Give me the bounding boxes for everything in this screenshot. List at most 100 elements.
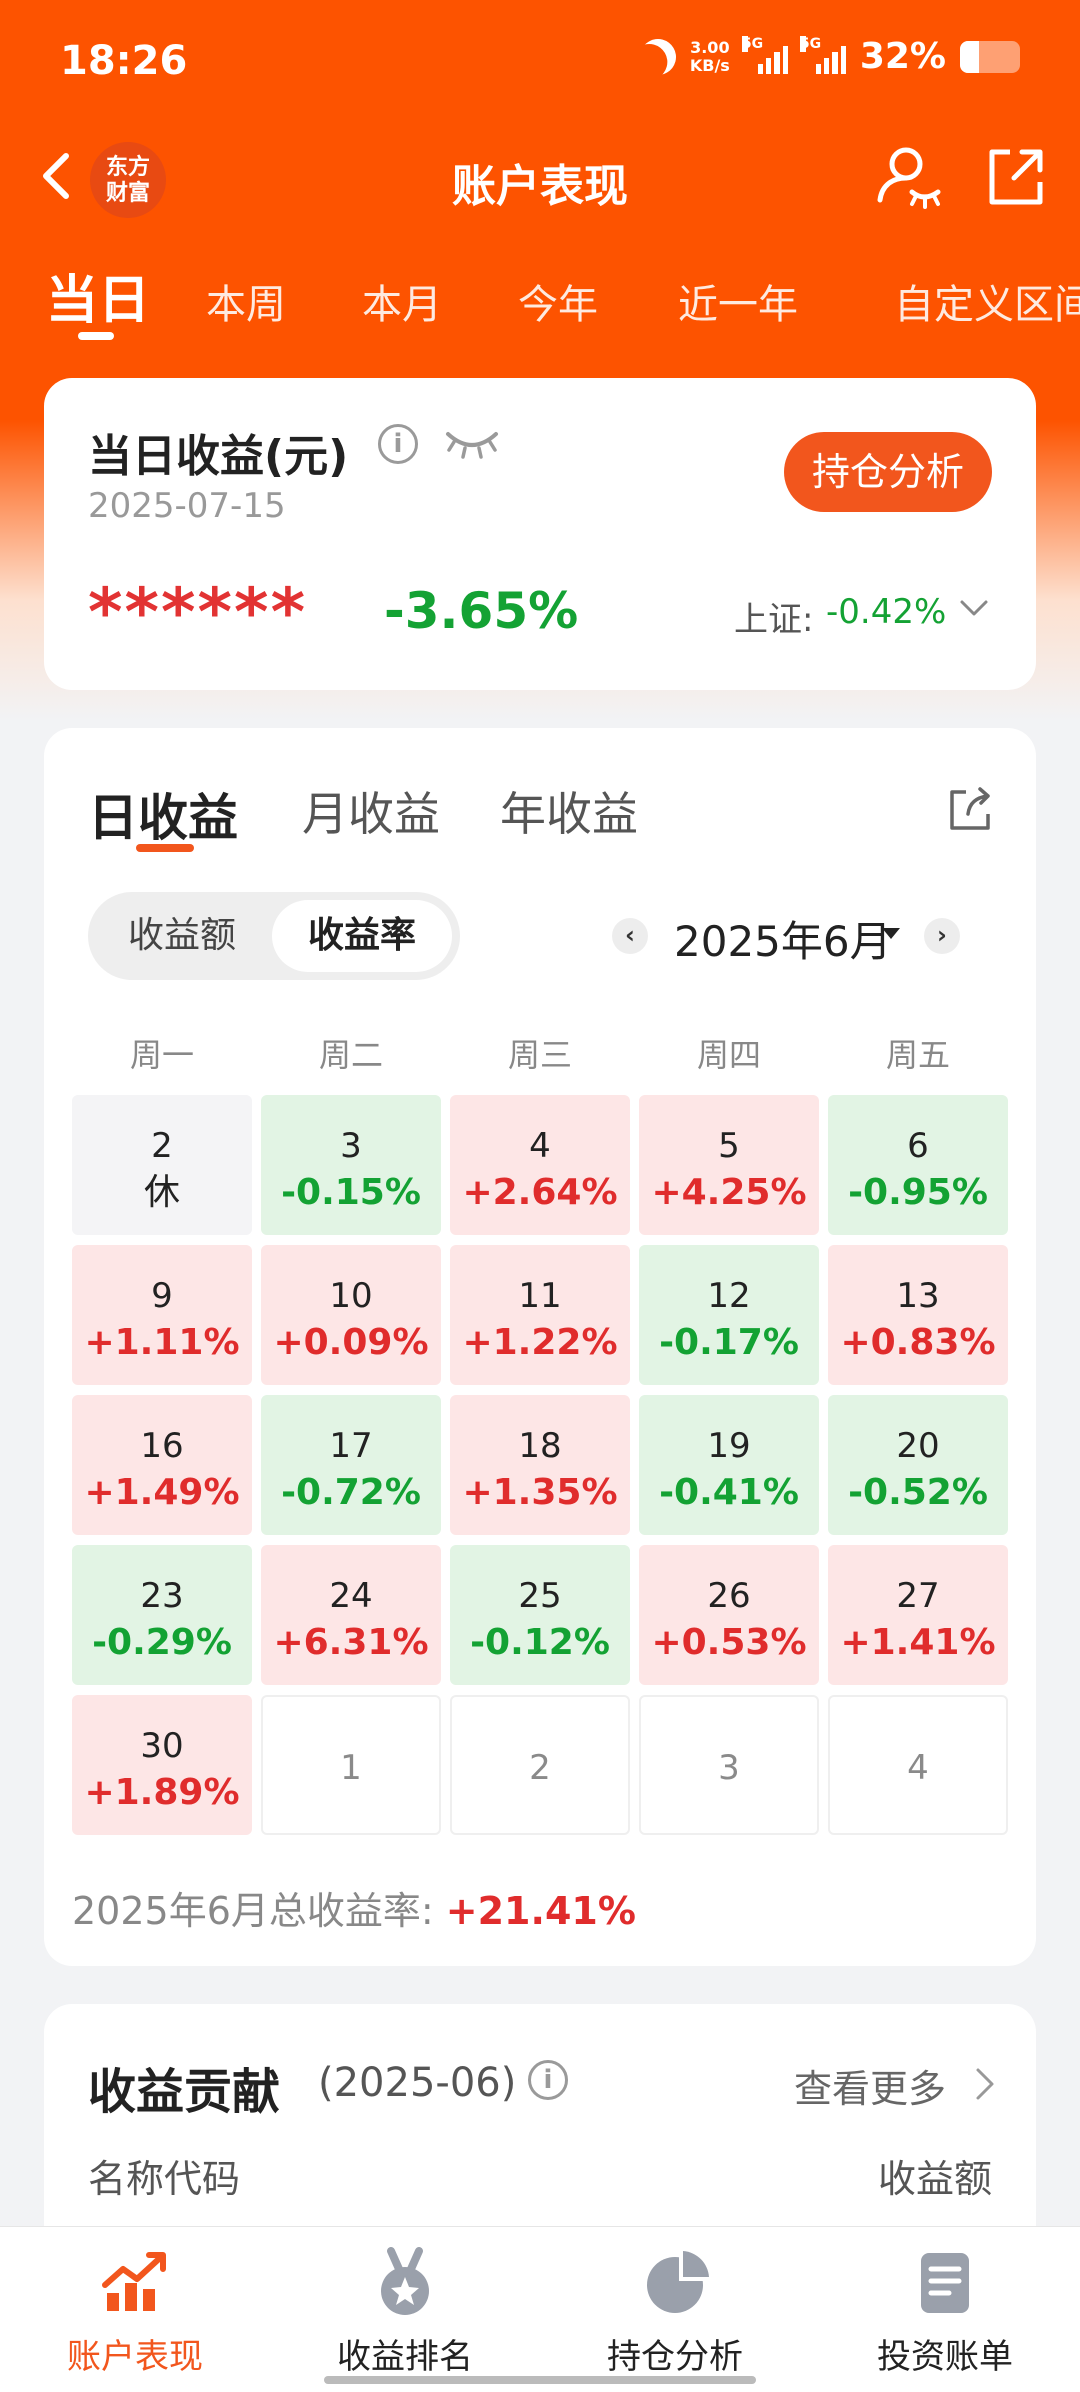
position-analysis-button[interactable]: 持仓分析 bbox=[784, 432, 992, 512]
page-title: 账户表现 bbox=[452, 161, 628, 212]
see-more-link[interactable]: 查看更多 bbox=[794, 2067, 947, 2111]
tab-last-year[interactable]: 近一年 bbox=[678, 282, 798, 328]
toggle-amount[interactable]: 收益额 bbox=[127, 915, 236, 956]
calendar-day-next-month[interactable]: 4 bbox=[828, 1695, 1008, 1835]
index-value[interactable]: -0.42% bbox=[826, 592, 947, 632]
day-number: 19 bbox=[707, 1426, 751, 1466]
tab-yearly-returns[interactable]: 年收益 bbox=[500, 787, 638, 841]
weekday-mon: 周一 bbox=[129, 1036, 194, 1074]
day-return: +1.22% bbox=[462, 1322, 618, 1363]
calendar-day[interactable]: 24 +6.31% bbox=[261, 1545, 441, 1685]
day-number: 16 bbox=[140, 1426, 184, 1466]
calendar-day[interactable]: 17 -0.72% bbox=[261, 1395, 441, 1535]
chevron-down-icon[interactable] bbox=[956, 590, 992, 626]
chevron-right-icon[interactable] bbox=[972, 2066, 998, 2102]
day-return: -0.15% bbox=[281, 1172, 421, 1213]
calendar-day[interactable]: 9 +1.11% bbox=[72, 1245, 252, 1385]
day-return: +0.83% bbox=[840, 1322, 996, 1363]
calendar-day[interactable]: 16 +1.49% bbox=[72, 1395, 252, 1535]
day-return: -0.17% bbox=[659, 1322, 799, 1363]
caret-down-icon[interactable] bbox=[882, 928, 900, 939]
chevron-right-icon[interactable]: › bbox=[924, 918, 960, 954]
share-out-icon[interactable] bbox=[980, 142, 1050, 212]
pie-chart-icon bbox=[647, 2251, 709, 2313]
weekday-wed: 周三 bbox=[507, 1036, 572, 1074]
day-return: +1.49% bbox=[84, 1472, 240, 1513]
nav-returns-ranking[interactable]: 收益排名 bbox=[270, 2247, 540, 2378]
month-total-label: 2025年6月总收益率: bbox=[72, 1889, 434, 1933]
column-amount: 收益额 bbox=[877, 2157, 992, 2201]
day-number: 11 bbox=[518, 1276, 562, 1316]
info-icon[interactable]: i bbox=[378, 424, 418, 464]
calendar-day[interactable]: 5 +4.25% bbox=[639, 1095, 819, 1235]
month-selector[interactable]: 2025年6月 bbox=[674, 917, 892, 966]
calendar-day[interactable]: 3 -0.15% bbox=[261, 1095, 441, 1235]
day-number: 9 bbox=[151, 1276, 173, 1316]
nav-account-performance[interactable]: 账户表现 bbox=[0, 2247, 270, 2378]
day-number: 10 bbox=[329, 1276, 373, 1316]
day-number: 6 bbox=[907, 1126, 929, 1166]
tab-custom-range[interactable]: 自定义区间 bbox=[894, 282, 1080, 328]
day-number: 23 bbox=[140, 1576, 184, 1616]
day-number: 3 bbox=[340, 1126, 362, 1166]
calendar-day-next-month[interactable]: 2 bbox=[450, 1695, 630, 1835]
calendar-day[interactable]: 20 -0.52% bbox=[828, 1395, 1008, 1535]
index-label[interactable]: 上证: bbox=[734, 600, 814, 640]
day-number: 24 bbox=[329, 1576, 373, 1616]
chevron-left-icon[interactable]: ‹ bbox=[612, 918, 648, 954]
weekday-tue: 周二 bbox=[318, 1036, 383, 1074]
calendar-day[interactable]: 18 +1.35% bbox=[450, 1395, 630, 1535]
day-return: +0.53% bbox=[651, 1622, 807, 1663]
hidden-amount: ****** bbox=[88, 574, 308, 651]
calendar-day[interactable]: 13 +0.83% bbox=[828, 1245, 1008, 1385]
profile-eye-icon[interactable] bbox=[872, 140, 944, 212]
calendar-day[interactable]: 6 -0.95% bbox=[828, 1095, 1008, 1235]
returns-calendar-card: 日收益 月收益 年收益 收益额 收益率 ‹ 2025年6月 › 周一 周二 周三… bbox=[44, 728, 1036, 1966]
calendar-day[interactable]: 12 -0.17% bbox=[639, 1245, 819, 1385]
calendar-day[interactable]: 4 +2.64% bbox=[450, 1095, 630, 1235]
calendar-day[interactable]: 25 -0.12% bbox=[450, 1545, 630, 1685]
back-arrow-icon[interactable] bbox=[30, 146, 90, 206]
nav-position-analysis[interactable]: 持仓分析 bbox=[540, 2247, 810, 2378]
tab-this-year[interactable]: 今年 bbox=[518, 282, 598, 328]
day-return: -0.72% bbox=[281, 1472, 421, 1513]
net-speed: 3.00 KB/s bbox=[689, 37, 730, 75]
share-icon[interactable] bbox=[944, 784, 996, 836]
calendar-day[interactable]: 27 +1.41% bbox=[828, 1545, 1008, 1685]
status-bar: 18:26 3.00 KB/s 5G 5G 32% bbox=[0, 0, 1080, 120]
tab-monthly-returns[interactable]: 月收益 bbox=[302, 787, 440, 841]
home-indicator[interactable] bbox=[324, 2376, 756, 2384]
month-total-value: +21.41% bbox=[445, 1889, 636, 1933]
summary-date: 2025-07-15 bbox=[88, 486, 286, 526]
eye-closed-icon[interactable] bbox=[444, 426, 500, 462]
calendar-day-next-month[interactable]: 3 bbox=[639, 1695, 819, 1835]
day-return: -0.41% bbox=[659, 1472, 799, 1513]
calendar-day-next-month[interactable]: 1 bbox=[261, 1695, 441, 1835]
tab-today[interactable]: 当日 bbox=[46, 271, 151, 331]
contribution-period: (2025-06) bbox=[318, 2060, 517, 2106]
tab-this-week[interactable]: 本周 bbox=[206, 282, 286, 328]
day-number: 2 bbox=[529, 1748, 551, 1788]
day-status: 休 bbox=[143, 1172, 180, 1213]
calendar-day[interactable]: 19 -0.41% bbox=[639, 1395, 819, 1535]
calendar-day[interactable]: 26 +0.53% bbox=[639, 1545, 819, 1685]
app-logo: 东方 财富 bbox=[90, 142, 166, 218]
value-toggle: 收益额 收益率 bbox=[88, 892, 460, 980]
tab-this-month[interactable]: 本月 bbox=[362, 282, 442, 328]
calendar-day[interactable]: 30 +1.89% bbox=[72, 1695, 252, 1835]
toggle-rate[interactable]: 收益率 bbox=[272, 900, 452, 972]
calendar-day[interactable]: 10 +0.09% bbox=[261, 1245, 441, 1385]
moon-icon bbox=[633, 32, 682, 81]
info-icon[interactable]: i bbox=[528, 2060, 568, 2100]
tab-indicator bbox=[136, 844, 194, 852]
nav-investment-bill[interactable]: 投资账单 bbox=[810, 2247, 1080, 2378]
signal-icon: 5G bbox=[741, 35, 788, 74]
calendar-day[interactable]: 23 -0.29% bbox=[72, 1545, 252, 1685]
calendar-day[interactable]: 11 +1.22% bbox=[450, 1245, 630, 1385]
day-return: +1.11% bbox=[84, 1322, 240, 1363]
day-number: 1 bbox=[340, 1748, 362, 1788]
contribution-title: 收益贡献 bbox=[88, 2064, 281, 2120]
day-number: 17 bbox=[329, 1426, 373, 1466]
tab-daily-returns[interactable]: 日收益 bbox=[88, 789, 238, 847]
